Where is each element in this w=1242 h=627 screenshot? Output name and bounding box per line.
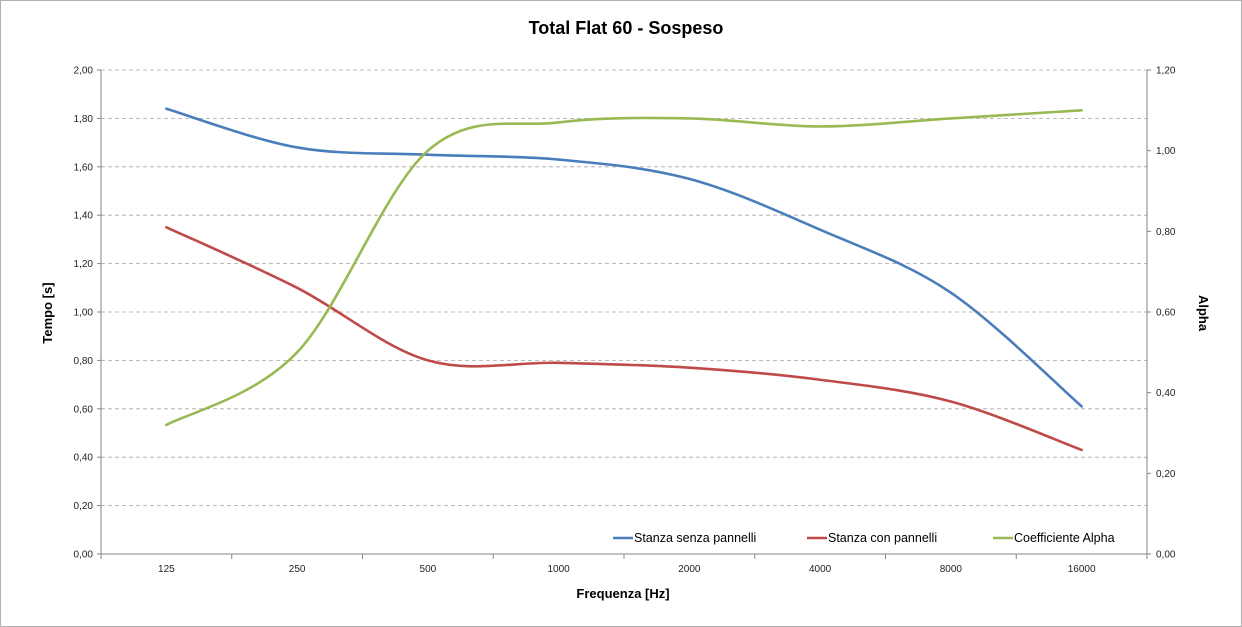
legend-label-alpha: Coefficiente Alpha [1014, 531, 1115, 545]
legend-label-senza-pannelli: Stanza senza pannelli [634, 531, 756, 545]
y2-tick-label: 0,60 [1156, 308, 1176, 319]
x-tick-label: 125 [158, 564, 175, 575]
legend: Stanza senza pannelli Stanza con pannelli… [613, 531, 1115, 545]
y-tick-label: 0,00 [74, 550, 94, 561]
x-tick-label: 1000 [548, 564, 571, 575]
x-tick-label: 8000 [940, 564, 963, 575]
x-tick-label: 16000 [1068, 564, 1096, 575]
y2-tick-label: 1,00 [1156, 146, 1176, 157]
x-tick-label: 500 [420, 564, 437, 575]
y2-tick-label: 1,20 [1156, 66, 1176, 77]
x-tick-label: 250 [289, 564, 306, 575]
y2-tick-label: 0,20 [1156, 469, 1176, 480]
x-tick-label: 4000 [809, 564, 832, 575]
y-tick-label: 1,00 [74, 308, 94, 319]
x-axis-title: Frequenza [Hz] [576, 586, 669, 601]
chart-title: Total Flat 60 - Sospeso [529, 18, 724, 38]
y2-tick-label: 0,80 [1156, 227, 1176, 238]
grid [101, 69, 1147, 507]
y-tick-label: 1,20 [74, 259, 94, 270]
y2-tick-label: 0,40 [1156, 388, 1176, 399]
y-tick-label: 0,60 [74, 404, 94, 415]
y-tick-label: 0,20 [74, 501, 94, 512]
y2-axis-title: Alpha [1196, 295, 1211, 332]
series-lines [165, 107, 1083, 452]
y2-tick-label: 0,00 [1156, 550, 1176, 561]
tick-labels: 0,00 0,20 0,40 0,60 0,80 1,00 1,20 1,40 1,60 1,80… [74, 66, 1176, 576]
series-line-con-pannelli [165, 226, 1083, 452]
y-tick-label: 1,40 [74, 211, 94, 222]
series-line-senza-pannelli [165, 107, 1083, 408]
axes [97, 69, 1151, 559]
y-tick-label: 0,80 [74, 356, 94, 367]
y-tick-label: 1,80 [74, 114, 94, 125]
y-axis-title: Tempo [s] [40, 282, 55, 343]
y-tick-label: 1,60 [74, 162, 94, 173]
x-tick-label: 2000 [678, 564, 701, 575]
legend-label-con-pannelli: Stanza con pannelli [828, 531, 937, 545]
y-tick-label: 2,00 [74, 66, 94, 77]
series-line-alpha [165, 109, 1083, 427]
y-tick-label: 0,40 [74, 453, 94, 464]
